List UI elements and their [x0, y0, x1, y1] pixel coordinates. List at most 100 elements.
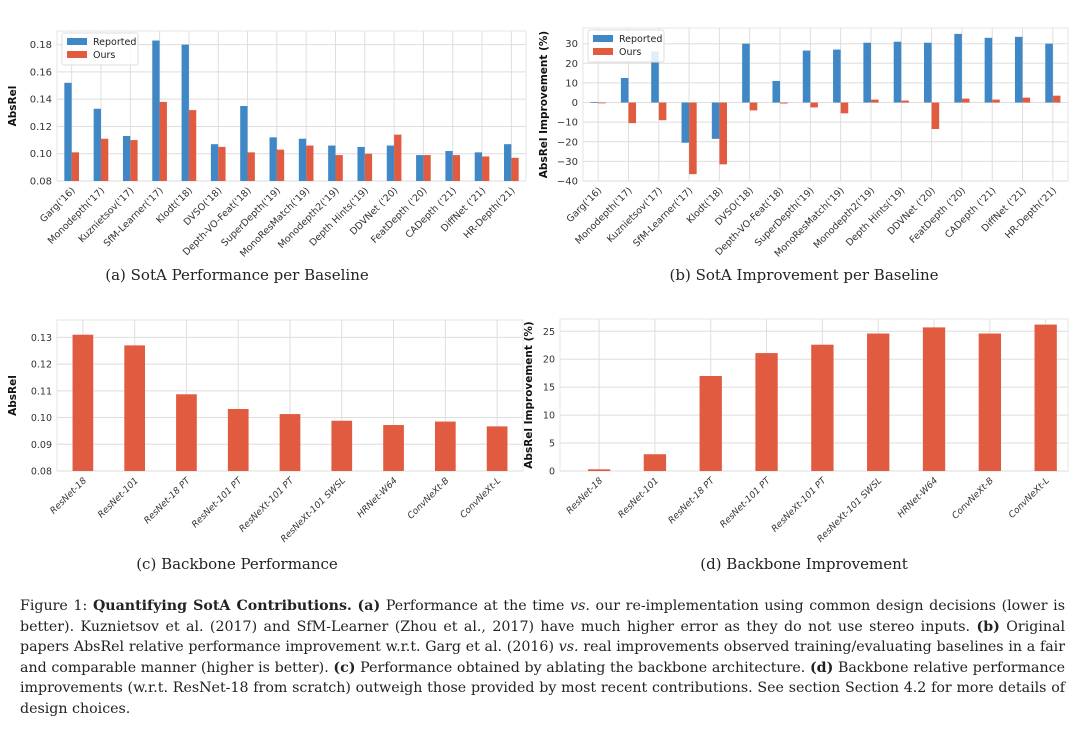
x-tick-label: ResNet-18 [565, 476, 605, 516]
legend-label-reported: Reported [619, 34, 662, 45]
bar-ours [434, 421, 456, 471]
bar-reported [357, 146, 365, 181]
y-tick-label: 0 [572, 98, 578, 109]
caption-segment: our re-implementation using common desig… [20, 598, 1065, 635]
bar-ours [719, 102, 727, 165]
chart-a: 0.080.100.120.140.160.18Garg('16)Monodep… [7, 30, 527, 260]
bar-ours [423, 155, 431, 181]
bar-ours [1034, 324, 1057, 471]
bar-ours [124, 345, 146, 471]
caption-segment: (a) [357, 598, 381, 614]
bar-ours [71, 152, 79, 181]
y-tick-label: 10 [565, 78, 578, 89]
bar-ours [992, 99, 1000, 103]
bar-ours [870, 99, 879, 103]
caption-segment: vs. [570, 598, 590, 614]
bar-reported [590, 101, 599, 103]
caption-d: (d) Backbone Improvement [700, 555, 908, 573]
x-tick-label: ResNet-101 [617, 476, 661, 520]
caption-segment: vs. [558, 639, 579, 655]
bar-reported [651, 51, 659, 103]
x-tick-label: ResNet-18 PT [667, 475, 718, 526]
chart-b: −40−30−20−100102030Garg('16)Monodepth('1… [538, 27, 1069, 260]
legend-label-reported: Reported [93, 37, 136, 48]
legend-swatch-ours [593, 48, 613, 55]
x-tick-label: HR-Depth('21) [462, 185, 518, 241]
x-tick-label: ResNeXt-101 PT [238, 475, 298, 535]
bar-ours [276, 149, 285, 181]
y-tick-label: 0.18 [30, 40, 52, 51]
x-tick-label: ConvNeXt-L [459, 476, 504, 521]
bar-ours [511, 157, 519, 181]
y-tick-label: 0.10 [31, 413, 52, 424]
x-tick-label: ConvNeXt-B [406, 476, 451, 521]
x-tick-label: HRNet-W64 [896, 476, 940, 520]
bar-reported [445, 151, 453, 181]
y-axis-label: AbsRel [7, 375, 19, 416]
y-tick-label: 0.13 [31, 333, 52, 344]
bar-ours [780, 102, 788, 104]
bar-reported [681, 102, 690, 143]
y-axis-label: AbsRel Improvement (%) [538, 31, 550, 178]
legend-label-ours: Ours [619, 47, 641, 58]
bar-ours [364, 153, 373, 181]
caption-segment: Figure 1: [20, 598, 93, 614]
bar-reported [240, 106, 248, 181]
y-tick-label: 0.08 [30, 177, 52, 188]
bar-reported [122, 136, 131, 181]
bar-reported [893, 41, 902, 103]
x-tick-label: ResNeXt-101 SWSL [816, 476, 885, 545]
bar-reported [863, 42, 871, 103]
y-tick-label: 0.16 [30, 67, 52, 78]
bar-reported [386, 145, 395, 181]
legend-swatch-reported [593, 35, 613, 42]
y-tick-label: 20 [543, 355, 555, 366]
x-tick-label: ResNet-101 PT [719, 475, 774, 530]
bar-ours [383, 425, 404, 471]
bar-ours [699, 376, 722, 471]
bar-reported [181, 44, 189, 181]
bar-reported [620, 78, 629, 103]
bar-ours [867, 333, 890, 471]
bar-ours [1022, 97, 1031, 103]
bar-ours [749, 102, 758, 111]
bar-ours [1052, 95, 1061, 103]
y-tick-label: 5 [549, 439, 555, 450]
bar-ours [810, 102, 818, 108]
x-tick-label: ConvNeXt-B [951, 476, 996, 521]
bar-reported [93, 108, 101, 181]
legend-swatch-ours [67, 51, 87, 58]
caption-segment: Performance at the time [380, 598, 571, 614]
bar-ours [978, 333, 1002, 471]
figure-caption: Figure 1: Quantifying SotA Contributions… [20, 596, 1065, 719]
caption-segment: (c) [333, 659, 356, 676]
bar-reported [298, 138, 307, 181]
y-axis-label: AbsRel [7, 86, 19, 127]
bar-ours [961, 98, 970, 103]
bar-ours [811, 344, 834, 471]
y-tick-label: 0.12 [30, 122, 52, 133]
bar-ours [331, 420, 353, 471]
caption-segment: (d) [809, 659, 834, 676]
x-tick-label: FeatDepth ('20) [908, 185, 968, 245]
y-tick-label: −10 [557, 118, 578, 129]
bar-ours [587, 469, 611, 471]
bar-ours [931, 102, 940, 130]
bar-ours [840, 102, 849, 114]
bar-ours [188, 110, 197, 181]
bar-reported [210, 144, 219, 181]
x-tick-label: ResNet-18 [49, 476, 89, 516]
bar-ours [247, 152, 255, 181]
caption-segment: Backbone relative performance improvemen… [20, 659, 1065, 717]
legend-label-ours: Ours [93, 50, 115, 61]
y-tick-label: 0 [549, 467, 555, 478]
bar-ours [452, 155, 461, 181]
bar-reported [954, 33, 962, 103]
x-tick-label: ResNet-101 [96, 476, 140, 520]
bar-ours [306, 145, 314, 181]
y-tick-label: 0.12 [31, 360, 52, 371]
figure-charts: 0.080.100.120.140.160.18Garg('16)Monodep… [7, 27, 1069, 545]
bar-ours [279, 414, 301, 471]
bar-reported [924, 42, 932, 103]
